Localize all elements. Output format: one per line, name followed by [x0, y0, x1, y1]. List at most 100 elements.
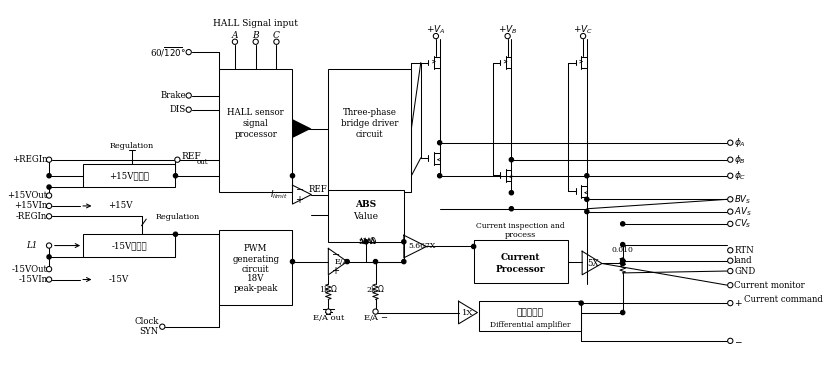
Text: 1X: 1X: [461, 309, 473, 317]
Circle shape: [727, 197, 732, 202]
Text: E/A $-$: E/A $-$: [362, 313, 388, 323]
Circle shape: [620, 222, 624, 226]
Text: -15VIn: -15VIn: [18, 275, 47, 284]
Text: $-$: $-$: [331, 249, 340, 258]
Circle shape: [727, 157, 732, 162]
Text: C: C: [273, 31, 280, 39]
Text: 2k $\Omega$: 2k $\Omega$: [358, 235, 377, 246]
Text: ABS: ABS: [355, 200, 376, 209]
Bar: [479, 301, 581, 331]
Text: -15V: -15V: [108, 275, 128, 284]
Text: 60/$\overline{120}$°: 60/$\overline{120}$°: [150, 45, 185, 59]
Circle shape: [727, 173, 732, 178]
Circle shape: [47, 185, 51, 189]
Circle shape: [173, 232, 177, 236]
Text: +REGIn: +REGIn: [12, 155, 47, 164]
Circle shape: [47, 174, 51, 178]
Text: $I_{limit}$: $I_{limit}$: [270, 188, 288, 201]
Circle shape: [46, 214, 51, 219]
Circle shape: [174, 157, 179, 162]
Text: $AV_S$: $AV_S$: [734, 205, 751, 218]
Circle shape: [46, 267, 51, 272]
Circle shape: [727, 140, 732, 146]
Text: -REGIn: -REGIn: [16, 212, 47, 221]
Text: Current monitor: Current monitor: [734, 280, 804, 290]
Circle shape: [580, 33, 585, 39]
Bar: [328, 69, 411, 192]
Circle shape: [509, 191, 513, 195]
Text: Regulation: Regulation: [155, 213, 199, 221]
Circle shape: [401, 240, 405, 244]
Circle shape: [186, 93, 191, 98]
Circle shape: [290, 259, 294, 264]
Text: REF: REF: [181, 152, 201, 161]
Circle shape: [46, 203, 51, 209]
Text: 差分放大器: 差分放大器: [516, 308, 543, 317]
Circle shape: [584, 209, 588, 214]
Text: circuit: circuit: [356, 130, 383, 139]
Circle shape: [437, 141, 442, 145]
Circle shape: [437, 174, 442, 178]
Bar: [83, 234, 175, 257]
Text: Clock: Clock: [134, 317, 158, 326]
Circle shape: [364, 240, 368, 244]
Text: 5.667X: 5.667X: [408, 243, 435, 250]
Text: 0.010: 0.010: [611, 246, 633, 254]
Text: A: A: [232, 31, 238, 39]
Text: $+$: $+$: [295, 194, 304, 205]
Circle shape: [433, 33, 438, 39]
Text: +$V_A$: +$V_A$: [426, 23, 445, 36]
Text: $CV_S$: $CV_S$: [734, 218, 751, 230]
Text: PWM: PWM: [244, 244, 267, 253]
Circle shape: [578, 301, 582, 305]
Text: L1: L1: [26, 241, 38, 250]
Circle shape: [620, 261, 624, 265]
Text: $\phi_B$: $\phi_B$: [734, 153, 745, 166]
Text: Value: Value: [353, 212, 378, 221]
Text: +15V调整端: +15V调整端: [109, 171, 149, 180]
Text: $\phi_C$: $\phi_C$: [734, 169, 745, 182]
Text: Current command: Current command: [743, 295, 822, 304]
Text: B: B: [252, 31, 259, 39]
Circle shape: [345, 259, 349, 264]
Circle shape: [620, 259, 624, 263]
Text: processor: processor: [234, 130, 277, 139]
Circle shape: [471, 244, 476, 249]
Bar: [83, 164, 175, 187]
Circle shape: [47, 255, 51, 259]
Circle shape: [160, 324, 165, 329]
Text: +15VOut: +15VOut: [7, 191, 47, 200]
Text: -15V调整端: -15V调整端: [112, 241, 147, 250]
Text: +$V_B$: +$V_B$: [497, 23, 517, 36]
Text: Processor: Processor: [495, 265, 545, 274]
Circle shape: [509, 207, 513, 211]
Text: $\phi_A$: $\phi_A$: [734, 136, 745, 149]
Text: peak-peak: peak-peak: [233, 284, 278, 293]
Text: out: out: [196, 158, 208, 165]
Circle shape: [504, 33, 509, 39]
Text: SYN: SYN: [139, 327, 158, 336]
Text: $BV_S$: $BV_S$: [734, 193, 751, 206]
Circle shape: [727, 209, 732, 214]
Circle shape: [727, 282, 732, 288]
Text: 2k $\Omega$: 2k $\Omega$: [366, 284, 385, 294]
Text: Current: Current: [500, 253, 540, 262]
Text: signal: signal: [242, 119, 268, 128]
Circle shape: [173, 174, 177, 178]
Bar: [218, 69, 292, 192]
Text: +15V: +15V: [108, 202, 133, 211]
Circle shape: [509, 158, 513, 162]
Text: $-$: $-$: [734, 337, 742, 345]
Circle shape: [584, 197, 588, 202]
Circle shape: [46, 277, 51, 282]
Circle shape: [232, 39, 237, 44]
Circle shape: [186, 50, 191, 55]
Text: GND: GND: [734, 267, 754, 276]
Text: Three-phase: Three-phase: [342, 108, 396, 117]
Text: 5X: 5X: [586, 259, 598, 268]
Text: E/A: E/A: [335, 258, 349, 265]
Text: +: +: [734, 299, 741, 308]
Circle shape: [620, 243, 624, 247]
Circle shape: [372, 309, 378, 314]
Circle shape: [274, 39, 279, 44]
